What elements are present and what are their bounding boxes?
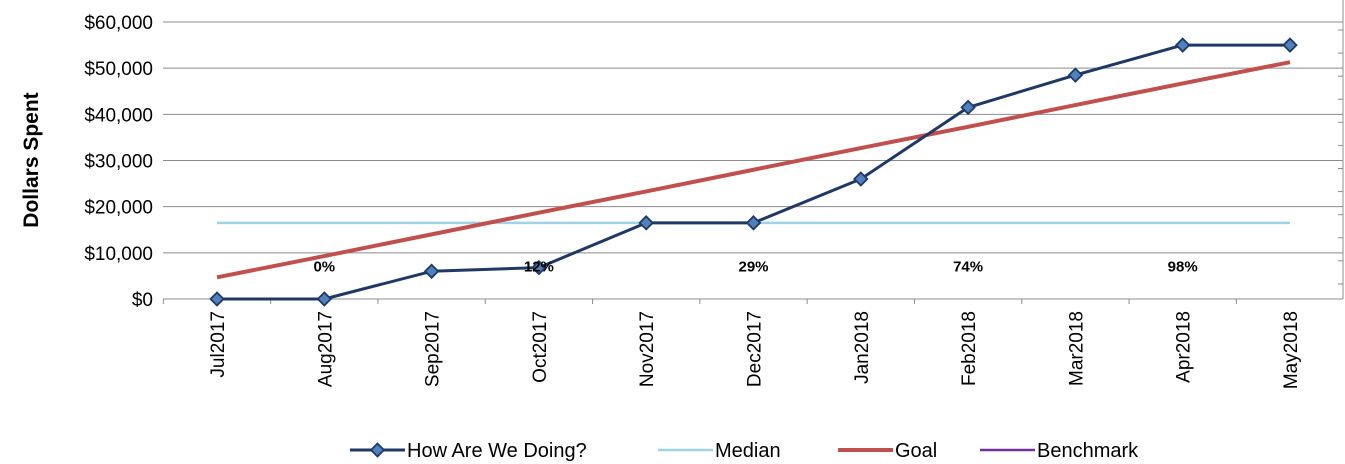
x-tick-label: May2018 [1281, 311, 1302, 389]
data-point-marker [1067, 67, 1084, 83]
legend-label: How Are We Doing? [407, 440, 587, 462]
x-tick-label: Jan2018 [852, 311, 873, 384]
y-axis-ticks: $0 $10,000 $20,000 $30,000 $40,000 $50,000 $60… [84, 13, 153, 311]
percent-annotation: 98% [1168, 259, 1198, 276]
y-tick-label: $60,000 [84, 13, 153, 34]
gridlines [163, 21, 1343, 254]
data-point-marker [531, 259, 547, 276]
legend: How Are We Doing? Median Goal Benchmark [350, 440, 1139, 462]
series-line [216, 60, 1291, 280]
y-axis-label: Dollars Spent [20, 92, 43, 227]
x-tick-label: Feb2018 [959, 311, 980, 386]
x-tick-label: Jul2017 [208, 311, 229, 378]
x-tick-label: Aug2017 [315, 311, 336, 387]
x-tick-label: Dec2017 [745, 311, 766, 387]
y-tick-label: $50,000 [84, 59, 153, 80]
y-tick-label: $30,000 [84, 152, 153, 173]
series-markers [209, 37, 1298, 307]
data-point-marker [853, 171, 869, 187]
data-point-marker [209, 291, 225, 307]
data-point-marker [1174, 37, 1191, 53]
x-tick-label: Sep2017 [423, 311, 444, 387]
x-tick-label: Oct2017 [530, 311, 551, 383]
y-tick-label: $10,000 [84, 244, 153, 265]
y-tick-label: $40,000 [84, 105, 153, 126]
x-axis-ticks: Jul2017 Aug2017 Sep2017 Oct2017 Nov2017 Dec20… [208, 311, 1302, 389]
legend-label: Benchmark [1037, 440, 1139, 462]
x-tick-label: Nov2017 [637, 311, 658, 387]
percent-annotation: 29% [738, 259, 768, 276]
legend-label: Median [715, 440, 781, 462]
data-point-marker [423, 263, 440, 280]
data-point-marker [745, 215, 762, 231]
data-point-marker [316, 291, 333, 307]
percent-annotation: 12% [524, 259, 554, 276]
x-tick-label: Apr2018 [1174, 311, 1195, 383]
y-tick-label: $20,000 [84, 198, 153, 219]
percent-annotation: 74% [953, 259, 983, 276]
percent-annotations: 0% 12% 29% 74% 98% [313, 259, 1197, 276]
data-point-marker [638, 215, 654, 231]
x-tick-label: Mar2018 [1066, 311, 1087, 386]
data-point-marker [1282, 37, 1298, 53]
percent-annotation: 0% [313, 259, 335, 276]
legend-marker [369, 442, 386, 458]
axes [162, 0, 1344, 304]
data-point-marker [960, 99, 976, 116]
y-tick-label: $0 [132, 290, 153, 311]
legend-label: Goal [895, 440, 937, 462]
